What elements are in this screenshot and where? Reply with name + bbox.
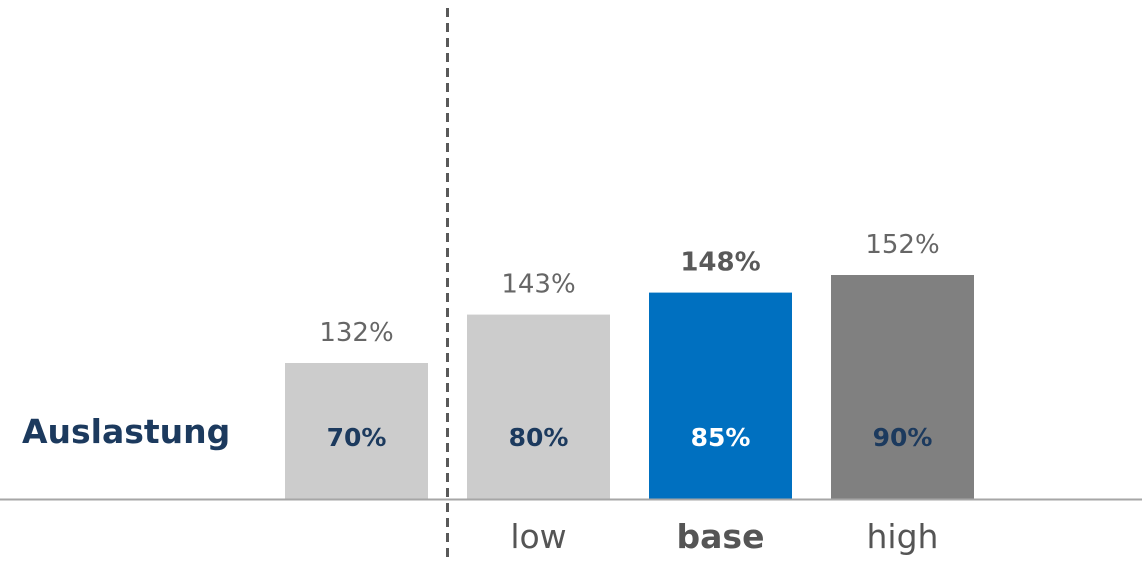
utilization-label-low: 80% [509, 423, 569, 452]
value-label-base: 148% [680, 248, 760, 278]
utilization-label-base: 85% [691, 423, 751, 452]
bar-base [649, 292, 792, 499]
bar-low [467, 314, 610, 499]
value-label-high: 152% [865, 230, 939, 260]
row-label: Auslastung [22, 412, 231, 451]
utilization-label-reference: 70% [327, 423, 387, 452]
category-label-low: low [510, 517, 566, 556]
utilization-label-high: 90% [873, 423, 933, 452]
value-label-low: 143% [501, 270, 575, 300]
bar-reference [285, 363, 428, 499]
category-label-high: high [867, 517, 939, 556]
category-label-base: base [677, 517, 765, 556]
bar-high [831, 275, 974, 499]
value-label-reference: 132% [319, 318, 393, 348]
